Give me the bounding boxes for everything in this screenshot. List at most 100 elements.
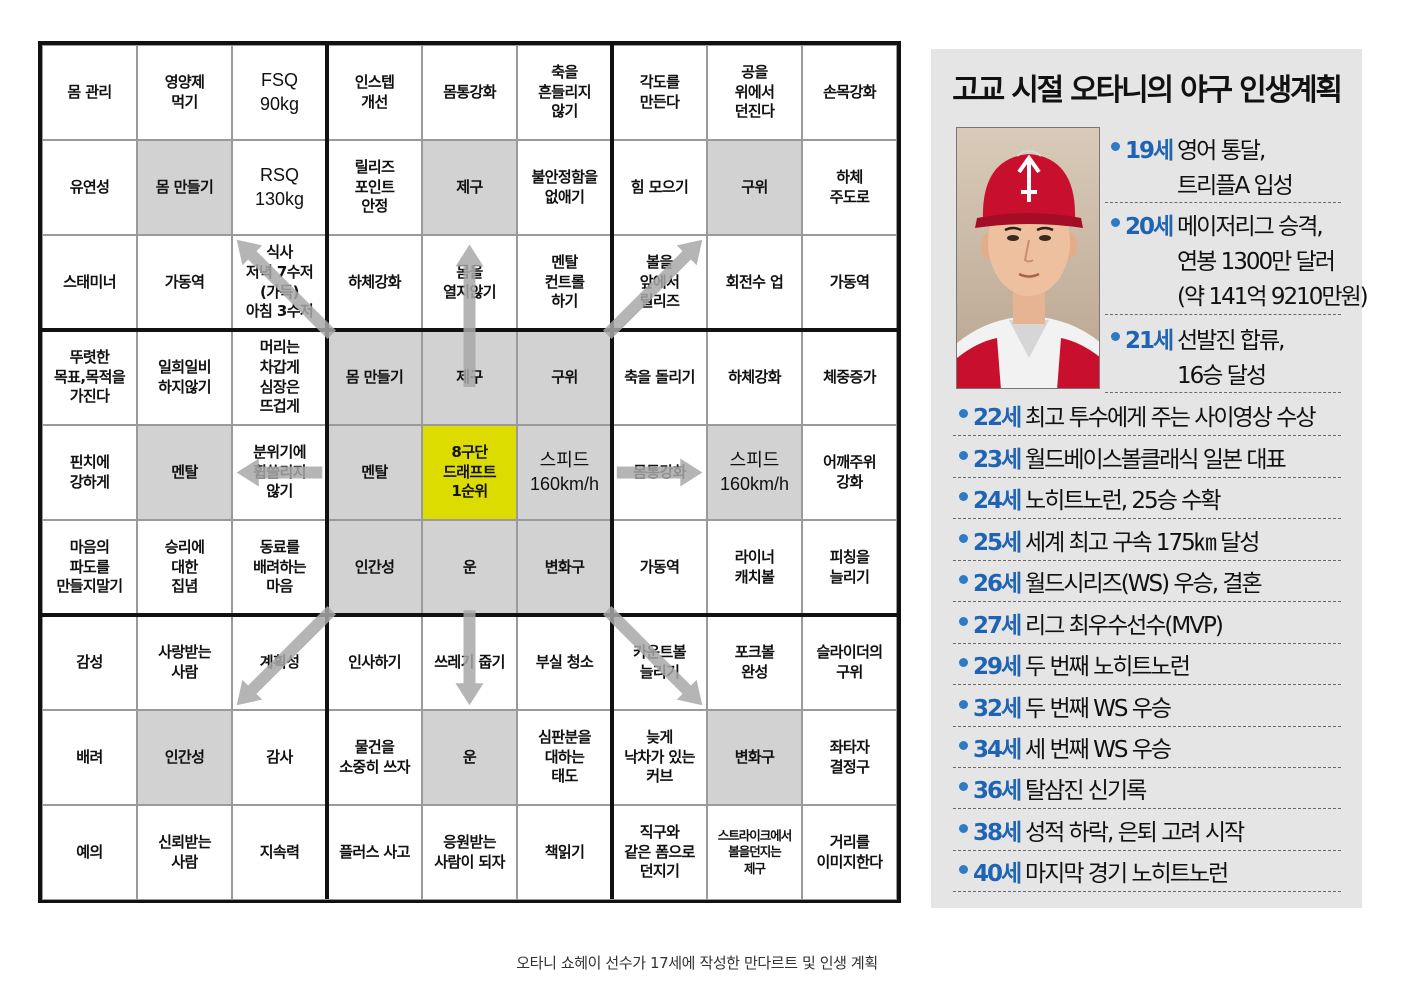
mandalart-center-goal: 8구단 드래프트 1순위 <box>422 425 517 520</box>
mandalart-cell: 플러스 사고 <box>327 805 422 900</box>
mandalart-cell: 변화구 <box>707 710 802 805</box>
mandalart-cell: 분위기에 휩쓸리지 않기 <box>232 425 327 520</box>
mandalart-cell: 사랑받는 사람 <box>137 615 232 710</box>
plan-age: 27세 <box>973 613 1022 639</box>
mandalart-cell: 운 <box>422 710 517 805</box>
plan-title: 고교 시절 오타니의 야구 인생계획 <box>952 73 1343 108</box>
mandalart-cell: 카운트볼 늘리기 <box>612 615 707 710</box>
mandalart-cell: 슬라이더의 구위 <box>802 615 897 710</box>
mandalart-cell: 하체강화 <box>327 235 422 330</box>
mandalart-cell: 스트라이크에서 볼을던지는 제구 <box>707 805 802 900</box>
mandalart-cell: 축을 흔들리지 않기 <box>517 45 612 140</box>
plan-age: 19세 <box>1125 138 1174 164</box>
mandalart-cell: 제구 <box>422 330 517 425</box>
plan-item: 36세 탈삼진 신기록 <box>953 771 1341 809</box>
plan-item: 38세 성적 하락, 은퇴 고려 시작 <box>953 813 1341 851</box>
mandalart-cell: 인사하기 <box>327 615 422 710</box>
plan-item: 20세 메이저리그 승격, 연봉 1300만 달러 (약 141억 9210만원) <box>1105 207 1369 315</box>
plan-item: 27세 리그 최우수선수(MVP) <box>953 606 1341 644</box>
bullet-dot-icon <box>959 451 968 460</box>
plan-item: 23세 월드베이스볼클래식 일본 대표 <box>953 440 1341 478</box>
plan-text: 선발진 합류, <box>1177 328 1285 354</box>
mandalart-cell: 신뢰받는 사람 <box>137 805 232 900</box>
plan-text: 두 번째 WS 우승 <box>1025 696 1172 722</box>
plan-text: 메이저리그 승격, <box>1177 214 1324 240</box>
plan-age: 38세 <box>973 820 1022 846</box>
mandalart-cell: 몸통강화 <box>422 45 517 140</box>
mandalart-cell: 멘탈 컨트롤 하기 <box>517 235 612 330</box>
bullet-dot-icon <box>959 865 968 874</box>
mandalart-cell: 스태미너 <box>42 235 137 330</box>
plan-text: 마지막 경기 노히트노런 <box>1025 861 1229 887</box>
mandalart-cell: 축을 돌리기 <box>612 330 707 425</box>
bullet-dot-icon <box>959 741 968 750</box>
mandalart-cell: 몸 만들기 <box>327 330 422 425</box>
plan-age: 20세 <box>1125 214 1174 240</box>
block-divider-horizontal <box>42 328 897 332</box>
plan-item: 19세 영어 통달, 트리플A 입성 <box>1105 131 1341 203</box>
mandalart-cell: 스피드 160km/h <box>707 425 802 520</box>
mandalart-cell: 직구와 같은 폼으로 던지기 <box>612 805 707 900</box>
mandalart-cell: 멘탈 <box>137 425 232 520</box>
mandalart-cell: 변화구 <box>517 520 612 615</box>
mandalart-cell: 계획성 <box>232 615 327 710</box>
bullet-dot-icon <box>1111 218 1120 227</box>
mandalart-cell: 심판분을 대하는 태도 <box>517 710 612 805</box>
mandalart-cell: 구위 <box>707 140 802 235</box>
mandalart-cell: 인간성 <box>327 520 422 615</box>
mandalart-cell: 동료를 배려하는 마음 <box>232 520 327 615</box>
mandalart-cell: 공을 위에서 던진다 <box>707 45 802 140</box>
mandalart-cell: 감성 <box>42 615 137 710</box>
bullet-dot-icon <box>959 658 968 667</box>
mandalart-cell: 책읽기 <box>517 805 612 900</box>
mandalart-cell: 핀치에 강하게 <box>42 425 137 520</box>
mandalart-cell: 멘탈 <box>327 425 422 520</box>
mandalart-cell: 예의 <box>42 805 137 900</box>
mandalart-cell: 머리는 차갑게 심장은 뜨겁게 <box>232 330 327 425</box>
plan-item: 24세 노히트노런, 25승 수확 <box>953 481 1341 519</box>
plan-text: 리그 최우수선수(MVP) <box>1025 613 1224 639</box>
mandalart-cell: 라이너 캐치볼 <box>707 520 802 615</box>
plan-text: 트리플A 입성 <box>1177 173 1294 199</box>
plan-item: 29세 두 번째 노히트노런 <box>953 647 1341 685</box>
mandalart-cell: 스피드 160km/h <box>517 425 612 520</box>
plan-text: 성적 하락, 은퇴 고려 시작 <box>1025 820 1245 846</box>
block-divider-vertical <box>325 45 329 899</box>
bullet-dot-icon <box>959 782 968 791</box>
mandalart-cell: 쓰레기 줍기 <box>422 615 517 710</box>
plan-age: 25세 <box>973 530 1022 556</box>
mandalart-cell: 가동역 <box>612 520 707 615</box>
mandalart-cell: 감사 <box>232 710 327 805</box>
mandalart-cell: 각도를 만든다 <box>612 45 707 140</box>
mandalart-cell: 하체 주도로 <box>802 140 897 235</box>
bullet-dot-icon <box>1111 332 1120 341</box>
plan-item: 21세 선발진 합류, 16승 달성 <box>1105 321 1341 393</box>
plan-age: 26세 <box>973 571 1022 597</box>
plan-text: 노히트노런, 25승 수확 <box>1025 488 1221 514</box>
block-divider-vertical <box>610 45 614 899</box>
mandalart-cell: 늦게 낙차가 있는 커브 <box>612 710 707 805</box>
bullet-dot-icon <box>959 409 968 418</box>
mandalart-cell: 회전수 업 <box>707 235 802 330</box>
plan-text: 영어 통달, <box>1177 138 1266 164</box>
plan-text: (약 141억 9210만원) <box>1177 284 1369 310</box>
mandalart-cell: 영양제 먹기 <box>137 45 232 140</box>
mandalart-cell: 불안정함을 없애기 <box>517 140 612 235</box>
mandalart-cell: 승리에 대한 집념 <box>137 520 232 615</box>
plan-item: 40세 마지막 경기 노히트노런 <box>953 854 1341 892</box>
plan-text: 세 번째 WS 우승 <box>1025 737 1172 763</box>
plan-item: 34세 세 번째 WS 우승 <box>953 730 1341 768</box>
plan-age: 22세 <box>973 405 1022 431</box>
mandalart-cell: 응원받는 사람이 되자 <box>422 805 517 900</box>
plan-text: 두 번째 노히트노런 <box>1025 654 1191 680</box>
plan-text: 연봉 1300만 달러 <box>1177 249 1336 275</box>
mandalart-cell: 부실 청소 <box>517 615 612 710</box>
mandalart-cell: 물건을 소중히 쓰자 <box>327 710 422 805</box>
plan-item: 25세 세계 최고 구속 175㎞ 달성 <box>953 523 1341 561</box>
mandalart-cell: 힘 모으기 <box>612 140 707 235</box>
plan-age: 34세 <box>973 737 1022 763</box>
bullet-dot-icon <box>959 492 968 501</box>
caption: 오타니 쇼헤이 선수가 17세에 작성한 만다르트 및 인생 계획 <box>516 954 878 972</box>
plan-age: 40세 <box>973 861 1022 887</box>
bullet-dot-icon <box>959 617 968 626</box>
